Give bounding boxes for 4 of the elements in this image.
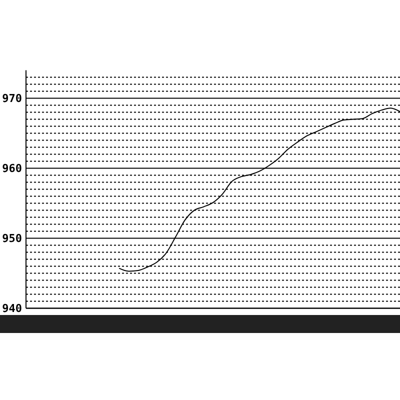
y-tick-label: 940	[2, 302, 22, 315]
y-tick-label: 970	[2, 92, 22, 105]
y-tick-label: 950	[2, 232, 22, 245]
y-tick-label: 960	[2, 162, 22, 175]
